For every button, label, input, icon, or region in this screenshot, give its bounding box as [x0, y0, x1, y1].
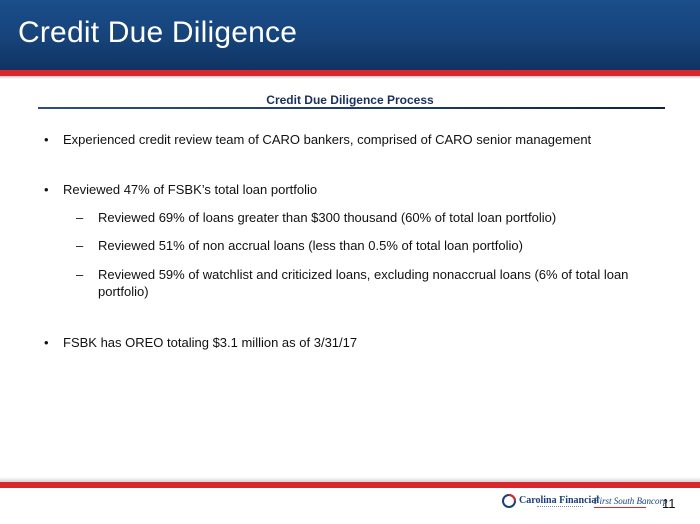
footer-red-stripe — [0, 482, 700, 488]
sub-bullet-text: Reviewed 69% of loans greater than $300 … — [98, 210, 557, 225]
section-title: Credit Due Diligence Process — [266, 93, 434, 107]
sub-bullet-marker: – — [76, 267, 84, 282]
bullet-marker: • — [44, 182, 49, 197]
page-title: Credit Due Diligence — [18, 16, 298, 49]
carolina-financial-emblem-icon — [502, 494, 516, 508]
sub-bullet-text: Reviewed 59% of watchlist and criticized… — [98, 267, 629, 299]
carolina-financial-logo-rule — [537, 506, 583, 509]
carolina-financial-logo-icon: Carolina Financial — [502, 494, 599, 510]
first-south-bancorp-logo-icon: First South Bancorp — [592, 494, 668, 510]
first-south-bancorp-logo-rule — [594, 507, 646, 508]
page-number: 11 — [662, 496, 676, 511]
header-red-stripe — [0, 70, 700, 76]
sub-bullet-text: Reviewed 51% of non accrual loans (less … — [98, 238, 523, 253]
section-divider — [38, 107, 665, 109]
bullet-marker: • — [44, 132, 49, 147]
sub-bullet-marker: – — [76, 238, 84, 253]
carolina-financial-logo-text: Carolina Financial — [519, 495, 600, 506]
bullet-text: Reviewed 47% of FSBK’s total loan portfo… — [63, 182, 318, 197]
first-south-bancorp-logo-text: First South Bancorp — [594, 496, 668, 506]
sub-bullet-marker: – — [76, 210, 84, 225]
bullet-text: Experienced credit review team of CARO b… — [63, 132, 592, 147]
header-stripe-shadow — [0, 76, 700, 79]
bullet-text: FSBK has OREO totaling $3.1 million as o… — [63, 335, 358, 350]
footer-stripe-shadow — [0, 477, 700, 482]
header-band: Credit Due Diligence — [0, 0, 700, 70]
bullet-marker: • — [44, 335, 49, 350]
